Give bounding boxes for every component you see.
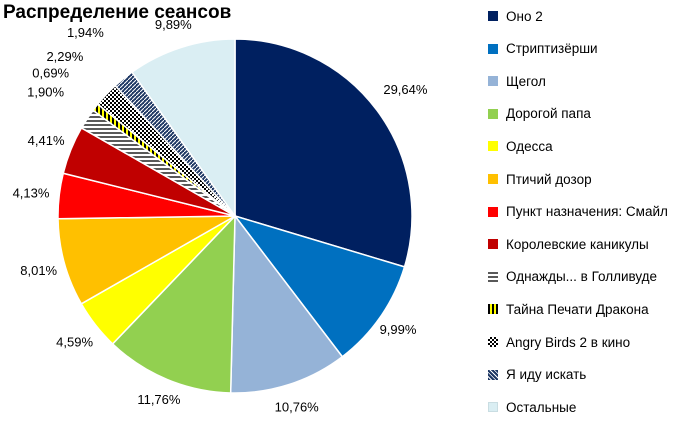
legend-item: Я иду искать	[488, 365, 586, 385]
legend-item: Щегол	[488, 71, 546, 91]
data-label-2: 10,76%	[275, 399, 320, 414]
legend-label: Оно 2	[506, 8, 543, 24]
data-label-3: 11,76%	[137, 392, 181, 407]
data-label-11: 1,94%	[67, 25, 104, 40]
legend-swatch	[488, 141, 498, 152]
legend-item: Королевские каникулы	[488, 234, 649, 254]
data-label-7: 4,41%	[28, 133, 65, 148]
chart-title: Распределение сеансов	[3, 2, 232, 23]
legend-swatch	[488, 369, 498, 380]
data-label-12: 9,89%	[155, 17, 192, 32]
data-label-0: 29,64%	[383, 82, 428, 97]
legend-label: Птичий дозор	[506, 171, 592, 187]
legend-label: Щегол	[506, 73, 546, 89]
legend-item: Angry Birds 2 в кино	[488, 332, 630, 352]
data-label-5: 8,01%	[20, 263, 57, 278]
pie-slice-3	[111, 214, 236, 394]
legend-item: Птичий дозор	[488, 169, 592, 189]
legend-swatch	[488, 402, 498, 413]
pie-slice-0	[234, 38, 413, 268]
legend-swatch	[488, 304, 498, 315]
legend-swatch	[488, 271, 498, 282]
pie-slice-1	[233, 214, 406, 358]
legend-item: Одесса	[488, 136, 553, 156]
legend-item: Дорогой папа	[488, 104, 591, 124]
legend-item: Оно 2	[488, 6, 543, 26]
legend-label: Стриптизёрши	[506, 41, 598, 57]
legend-label: Пункт назначения: Смайл	[506, 204, 668, 220]
pie-slice-12	[130, 38, 236, 219]
data-label-9: 0,69%	[32, 65, 69, 80]
legend-item: Пункт назначения: Смайл	[488, 202, 668, 222]
pie-slice-2	[229, 213, 344, 394]
legend-label: Angry Birds 2 в кино	[506, 334, 631, 350]
data-label-4: 4,59%	[56, 334, 93, 349]
legend-item: Тайна Печати Дракона	[488, 299, 649, 319]
legend-swatch	[488, 11, 498, 21]
legend-swatch	[488, 174, 498, 184]
legend-label: Остальные	[506, 399, 577, 415]
legend-swatch	[488, 239, 498, 250]
pie-slice-5	[57, 215, 236, 305]
legend-swatch	[488, 108, 498, 119]
data-label-10: 2,29%	[46, 49, 83, 64]
legend-swatch	[488, 76, 498, 87]
legend-item: Однажды... в Голливуде	[488, 267, 657, 287]
legend-item: Стриптизёрши	[488, 39, 598, 59]
data-label-8: 1,90%	[27, 85, 64, 100]
data-label-6: 4,13%	[13, 186, 50, 201]
legend-swatch	[488, 43, 498, 54]
legend-swatch	[488, 337, 498, 347]
legend-label: Одесса	[506, 138, 553, 154]
legend-label: Я иду искать	[506, 367, 587, 383]
legend-swatch	[488, 206, 498, 217]
legend-label: Однажды... в Голливуде	[506, 269, 658, 285]
legend-label: Королевские каникулы	[506, 236, 649, 252]
legend-item: Остальные	[488, 397, 576, 417]
data-label-1: 9,99%	[380, 322, 417, 337]
legend-label: Дорогой папа	[506, 106, 591, 122]
legend-label: Тайна Печати Дракона	[506, 301, 649, 317]
